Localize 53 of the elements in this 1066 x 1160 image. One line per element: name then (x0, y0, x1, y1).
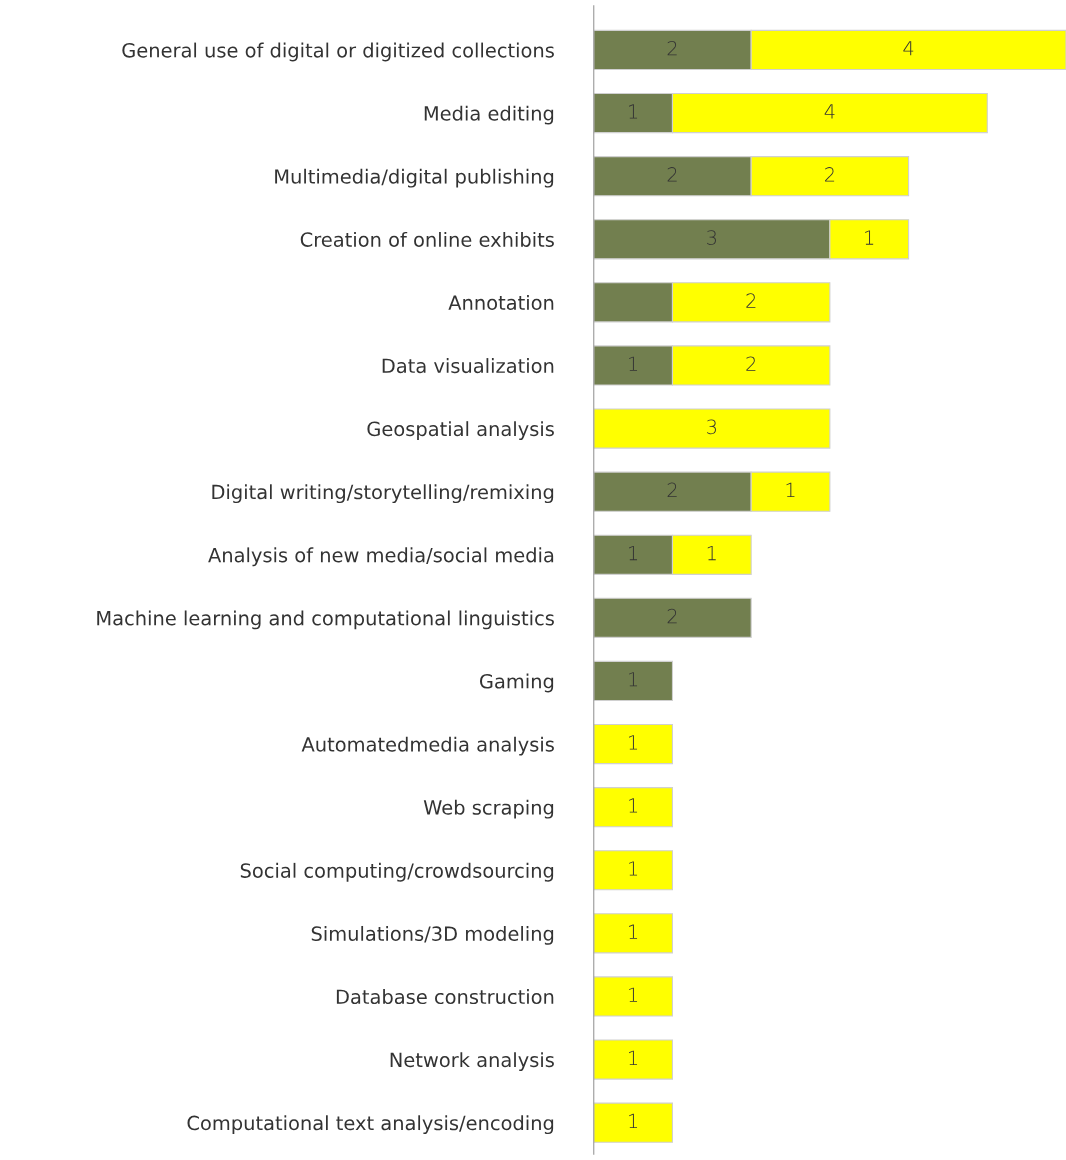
data-label: 3 (707, 419, 716, 435)
y-tick-label: Social computing/crowdsourcing (240, 862, 554, 882)
bar (593, 976, 674, 1017)
data-label: 2 (746, 293, 756, 308)
bar (593, 408, 831, 449)
y-tick-label: Multimedia/digital publishing (275, 168, 554, 188)
bar (593, 913, 674, 954)
data-label: 1 (629, 861, 638, 876)
y-tick-label: Analysis of new media/social media (208, 547, 554, 567)
y-tick-label: Database construction (336, 989, 554, 1005)
y-tick-label: Geospatial analysis (367, 421, 554, 440)
data-label: 4 (824, 104, 835, 119)
data-label: 1 (629, 356, 638, 371)
y-tick-label: Digital writing/storytelling/remixing (212, 484, 554, 504)
data-label: 1 (865, 230, 874, 245)
bar (593, 1039, 674, 1080)
y-tick-label: Creation of online exhibits (300, 231, 554, 247)
data-label: 2 (667, 608, 677, 624)
data-label: 1 (629, 735, 638, 750)
data-label: 3 (707, 230, 716, 245)
data-label: 1 (707, 545, 716, 561)
y-tick-label: Network analysis (390, 1052, 554, 1071)
data-label: 1 (629, 1113, 638, 1129)
y-tick-label: Machine learning and computational linguistics (97, 610, 554, 630)
data-label: 2 (746, 356, 756, 371)
data-label: 4 (903, 41, 914, 56)
data-label: 1 (629, 798, 638, 813)
y-tick-label: Media editing (424, 105, 554, 125)
y-tick-label: Computational text analysis/encoding (187, 1115, 554, 1135)
y-tick-label: Annotation (448, 294, 554, 311)
y-tick-label: Gaming (479, 673, 554, 693)
bar (593, 597, 752, 638)
data-label: 2 (667, 40, 677, 56)
data-label: 2 (667, 482, 677, 498)
bar (593, 787, 674, 828)
y-tick-label: General use of digital or digitized collections (122, 42, 554, 62)
bar (593, 850, 674, 891)
data-label: 1 (629, 104, 638, 119)
data-label: 1 (629, 987, 638, 1002)
data-label: 1 (629, 672, 638, 687)
y-tick-label: Data visualization (382, 358, 554, 374)
data-label: 2 (825, 167, 835, 182)
data-label: 1 (786, 482, 795, 498)
data-label: 1 (629, 924, 638, 939)
bar (593, 1102, 674, 1143)
y-tick-label: Automatedmedia analysis (301, 736, 554, 756)
bar (593, 660, 674, 702)
data-label: 1 (629, 545, 638, 561)
y-tick-label: Web scraping (423, 799, 554, 819)
data-label: 2 (667, 167, 677, 182)
bar (593, 723, 674, 765)
y-tick-label: Simulations/3D modeling (311, 925, 554, 945)
data-label: 1 (629, 1050, 638, 1065)
